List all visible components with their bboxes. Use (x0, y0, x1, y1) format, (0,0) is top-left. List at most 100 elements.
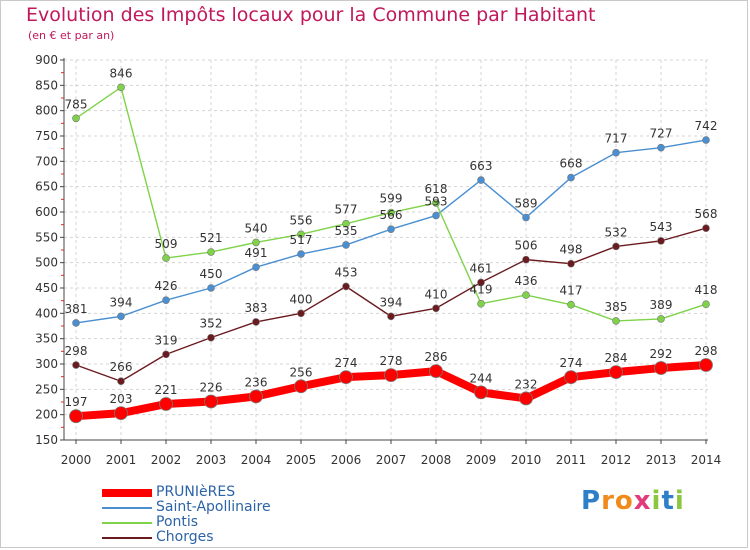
data-label: 556 (290, 213, 313, 227)
data-label: 589 (515, 197, 538, 211)
data-label: 453 (335, 265, 358, 279)
data-point (654, 361, 668, 375)
data-label: 521 (200, 231, 223, 245)
data-label: 566 (380, 208, 403, 222)
data-point (477, 278, 485, 287)
data-label: 226 (200, 380, 223, 394)
data-point (297, 230, 305, 239)
data-point (612, 317, 620, 325)
data-label: 244 (470, 371, 493, 385)
data-label: 389 (650, 298, 673, 312)
data-point (339, 370, 353, 385)
data-point (249, 389, 263, 404)
proxiti-logo: Proxiti (581, 486, 685, 516)
x-tick-label: 2004 (241, 453, 272, 467)
logo-letter: i (651, 486, 662, 516)
data-label: 727 (650, 127, 673, 141)
data-point (612, 242, 620, 251)
data-point (699, 358, 713, 372)
data-point (567, 300, 575, 309)
data-point (114, 406, 128, 421)
logo-letter: i (674, 486, 685, 516)
data-label: 197 (65, 395, 88, 409)
data-label: 417 (560, 284, 583, 298)
x-tick-label: 2003 (196, 453, 227, 467)
data-label: 419 (470, 283, 493, 297)
x-tick-label: 2013 (646, 453, 677, 467)
data-label: 284 (605, 351, 628, 365)
legend-label: PRUNIèRES (156, 484, 236, 500)
y-tick-label: 650 (35, 180, 58, 194)
data-point (252, 318, 260, 326)
y-tick-label: 900 (35, 53, 58, 67)
legend-label: Saint-Apollinaire (156, 499, 271, 515)
data-point (207, 284, 215, 292)
data-point (117, 377, 125, 386)
data-label: 278 (380, 354, 403, 368)
data-point (162, 254, 170, 262)
data-label: 256 (290, 365, 313, 379)
data-point (72, 361, 80, 369)
data-label: 385 (605, 300, 628, 314)
data-point (384, 368, 398, 383)
x-tick-label: 2002 (151, 453, 182, 467)
data-point (162, 296, 170, 304)
y-tick-label: 550 (35, 230, 58, 244)
x-tick-label: 2000 (61, 453, 92, 467)
data-point (342, 241, 350, 249)
data-label: 742 (695, 119, 718, 133)
data-point (567, 259, 575, 268)
x-tick-label: 2011 (556, 453, 587, 467)
logo-letter: o (614, 486, 634, 516)
data-point (117, 312, 125, 321)
data-point (387, 312, 395, 321)
data-label: 394 (110, 295, 133, 309)
data-point (612, 148, 620, 157)
data-point (474, 385, 488, 400)
x-tick-label: 2010 (511, 453, 542, 467)
x-tick-label: 2014 (691, 453, 722, 467)
legend-swatch (102, 537, 152, 539)
data-label: 717 (605, 132, 628, 146)
legend-label: Pontis (156, 514, 199, 530)
data-label: 498 (560, 243, 583, 257)
logo-letter: r (601, 486, 615, 516)
data-label: 286 (425, 350, 448, 364)
data-point (522, 255, 530, 264)
data-label: 352 (200, 317, 223, 331)
data-label: 593 (425, 195, 448, 209)
y-tick-label: 800 (35, 104, 58, 118)
data-label: 577 (335, 203, 358, 217)
data-point (477, 176, 485, 184)
data-label: 532 (605, 225, 628, 239)
data-label: 599 (380, 192, 403, 206)
data-label: 418 (695, 283, 718, 297)
data-point (72, 319, 80, 327)
data-label: 540 (245, 221, 268, 235)
data-point (252, 263, 260, 272)
data-label: 232 (515, 377, 538, 391)
data-label: 400 (290, 292, 313, 306)
data-label: 509 (155, 237, 178, 251)
data-label: 506 (515, 239, 538, 253)
data-label: 663 (470, 159, 493, 173)
x-tick-label: 2006 (331, 453, 362, 467)
data-point (297, 250, 305, 258)
data-label: 846 (110, 66, 133, 80)
data-point (162, 350, 170, 359)
data-point (204, 394, 218, 409)
data-label: 461 (470, 261, 493, 275)
data-label: 568 (695, 207, 718, 221)
data-label: 450 (200, 267, 223, 281)
data-point (702, 224, 710, 233)
data-label: 491 (245, 246, 268, 260)
logo-letter: t (661, 486, 675, 516)
x-tick-label: 2007 (376, 453, 407, 467)
data-label: 618 (425, 182, 448, 196)
y-tick-label: 500 (35, 256, 58, 270)
y-tick-label: 400 (35, 306, 58, 320)
data-point (342, 219, 350, 228)
data-label: 298 (65, 344, 88, 358)
